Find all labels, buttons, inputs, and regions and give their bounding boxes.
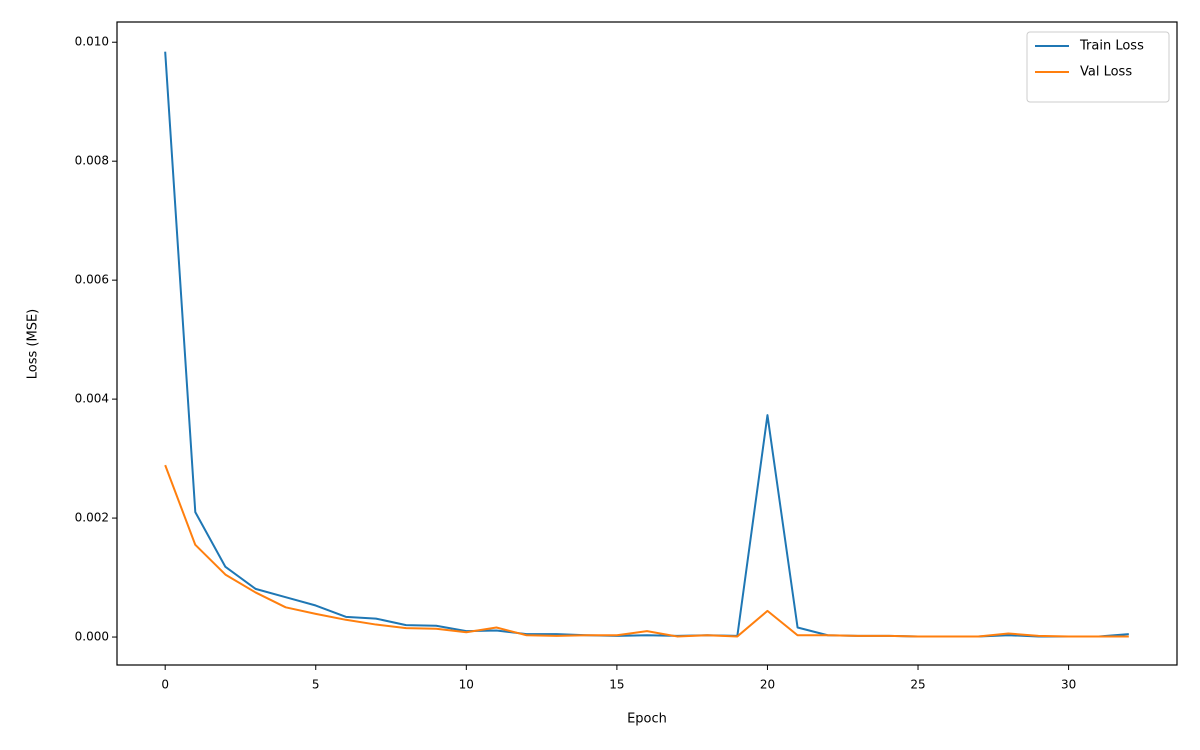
x-tick-label: 30 xyxy=(1061,678,1076,692)
x-axis-label: Epoch xyxy=(627,712,667,727)
x-tick-label: 15 xyxy=(609,678,624,692)
y-tick-label: 0.010 xyxy=(75,35,109,49)
x-tick-label: 25 xyxy=(910,678,925,692)
line-series xyxy=(164,51,1129,638)
x-tick-label: 5 xyxy=(312,678,320,692)
y-tick-label: 0.008 xyxy=(75,154,109,168)
x-tick-label: 10 xyxy=(459,678,474,692)
y-axis-label: Loss (MSE) xyxy=(26,309,41,379)
legend-label: Val Loss xyxy=(1080,65,1132,80)
y-tick-label: 0.004 xyxy=(75,392,109,406)
x-tick-label: 20 xyxy=(760,678,775,692)
y-tick-label: 0.002 xyxy=(75,511,109,525)
y-tick-label: 0.006 xyxy=(75,273,109,287)
line-series xyxy=(164,464,1129,638)
x-tick-label: 0 xyxy=(161,678,169,692)
legend-box xyxy=(1026,31,1170,103)
legend-label: Train Loss xyxy=(1079,39,1144,54)
y-tick-label: 0.000 xyxy=(75,630,109,644)
plot-frame xyxy=(116,21,1178,666)
